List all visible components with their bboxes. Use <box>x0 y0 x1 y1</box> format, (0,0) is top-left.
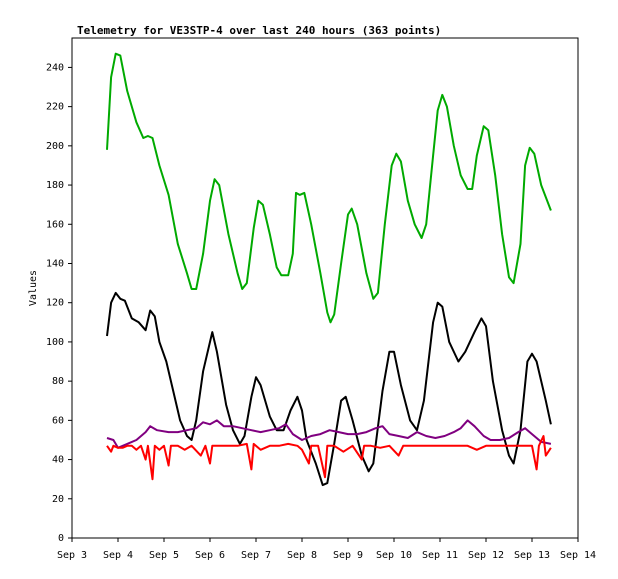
x-tick-label: Sep 11 <box>422 550 458 561</box>
series-line <box>106 52 552 324</box>
x-tick-label: Sep 6 <box>195 550 225 561</box>
x-tick-label: Sep 9 <box>333 550 363 561</box>
y-tick-label: 220 <box>46 102 64 113</box>
y-tick-label: 160 <box>46 219 64 230</box>
x-tick-label: Sep 12 <box>468 550 504 561</box>
chart-title: Telemetry for VE3STP-4 over last 240 hou… <box>77 24 441 37</box>
y-tick-label: 20 <box>52 494 64 505</box>
x-tick-label: Sep 4 <box>103 550 133 561</box>
x-tick-label: Sep 10 <box>376 550 412 561</box>
y-tick-label: 240 <box>46 62 64 73</box>
y-tick-label: 200 <box>46 141 64 152</box>
series-line <box>106 435 552 481</box>
x-tick-label: Sep 7 <box>241 550 271 561</box>
x-tick-label: Sep 13 <box>514 550 550 561</box>
plot-frame <box>71 37 579 539</box>
series-line <box>106 419 552 449</box>
y-tick-label: 80 <box>52 376 64 387</box>
x-tick-label: Sep 5 <box>149 550 179 561</box>
x-tick-label: Sep 3 <box>57 550 87 561</box>
x-tick-label: Sep 8 <box>287 550 317 561</box>
y-tick-label: 120 <box>46 298 64 309</box>
x-tick-label: Sep 14 <box>560 550 596 561</box>
y-tick-label: 100 <box>46 337 64 348</box>
y-tick-label: 180 <box>46 180 64 191</box>
y-tick-label: 0 <box>58 533 64 544</box>
y-tick-label: 40 <box>52 455 64 466</box>
y-tick-label: 140 <box>46 258 64 269</box>
y-axis-label: Values <box>28 270 39 306</box>
series-line <box>106 291 552 487</box>
y-tick-label: 60 <box>52 415 64 426</box>
